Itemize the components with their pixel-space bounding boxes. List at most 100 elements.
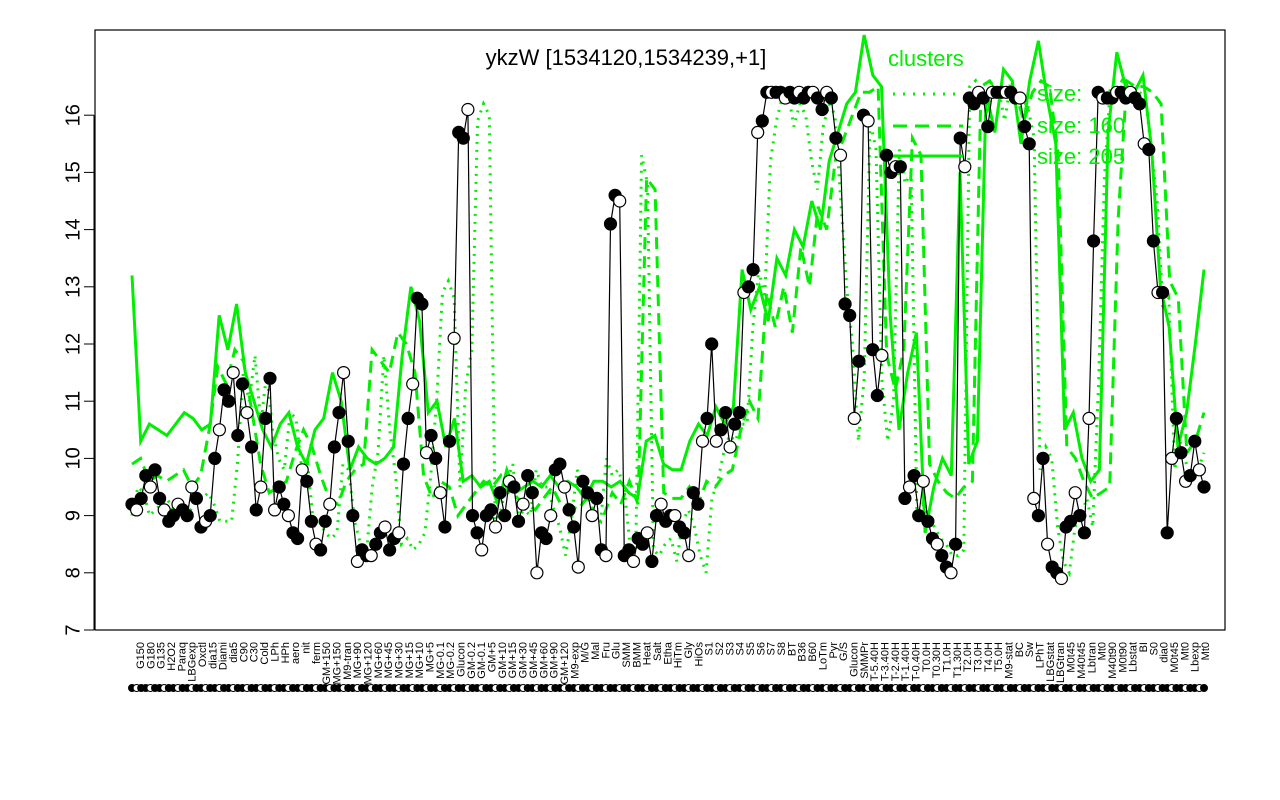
data-point (751, 125, 765, 139)
data-point (686, 486, 700, 500)
x-tick-label: Pyr (828, 642, 840, 659)
x-tick-label: S6 (755, 642, 767, 655)
data-point (153, 491, 167, 505)
data-point (930, 537, 944, 551)
x-tick-label: Gly (683, 642, 695, 659)
data-point (585, 508, 599, 523)
x-tick-label: S4 (735, 642, 747, 655)
x-tick-label: S1 (704, 642, 716, 655)
data-point (682, 548, 696, 563)
x-tick-label: GM+120 (559, 642, 571, 685)
data-point (1022, 137, 1036, 151)
data-point (1073, 508, 1087, 523)
data-point (824, 91, 838, 105)
data-point (484, 503, 498, 517)
data-point (539, 531, 553, 546)
x-tick-label: LBGtran (1055, 642, 1067, 683)
data-point (1155, 285, 1170, 300)
data-point (1174, 446, 1188, 460)
data-point (226, 366, 240, 380)
y-tick-label: 8 (62, 567, 84, 578)
data-point (300, 474, 314, 488)
y-tick-label: 10 (62, 447, 84, 469)
x-tick-label: G/S (838, 642, 850, 661)
x-tick-label: GM-0.1 (476, 642, 488, 679)
x-tick-label: MG+30 (393, 642, 405, 678)
x-tick-label: Lbstat (1128, 642, 1140, 672)
data-point (139, 469, 153, 483)
x-tick-label: M0t45 (1066, 642, 1078, 673)
data-point (281, 508, 295, 523)
x-tick-label: M/G (580, 642, 592, 663)
series-line-green-solid (130, 34, 1206, 534)
data-point (530, 566, 544, 580)
rug-marker (1200, 684, 1208, 692)
data-point (406, 377, 420, 391)
x-tick-label: S0 (1148, 642, 1160, 655)
data-point (893, 160, 907, 174)
data-point (1146, 234, 1161, 248)
x-tick-label: nit (300, 642, 312, 654)
x-tick-label: MG+10 (414, 642, 426, 678)
data-point (465, 508, 480, 523)
data-point (861, 114, 875, 128)
data-point (383, 543, 397, 557)
legend-label-solid: size: 205 (1037, 144, 1125, 169)
data-point (843, 308, 857, 322)
data-point (654, 497, 668, 511)
x-tick-label: HiTm (673, 642, 685, 668)
data-point (291, 531, 305, 546)
x-tick-label: M40t45 (1076, 642, 1088, 679)
data-point (1192, 463, 1207, 477)
x-tick-label: S5 (745, 642, 757, 655)
chart-title: ykzW [1534120,1534239,+1] (486, 45, 767, 70)
x-tick-label: T0.0H (921, 642, 933, 672)
data-point (438, 520, 452, 534)
x-tick-label: MG-0.1 (435, 642, 447, 679)
data-point (212, 423, 226, 437)
data-point (521, 469, 535, 483)
data-point (833, 148, 848, 162)
data-point (130, 503, 144, 517)
data-point (935, 548, 949, 563)
y-tick-label: 11 (62, 391, 84, 412)
x-tick-label: MG-0.2 (445, 642, 457, 679)
x-tick-label: BMM (631, 642, 643, 668)
data-point (415, 297, 429, 311)
data-point (235, 377, 249, 391)
data-point (870, 388, 884, 403)
data-point (562, 503, 576, 517)
data-point (498, 508, 512, 523)
data-point (254, 480, 268, 494)
data-point (346, 508, 360, 523)
data-point (847, 411, 861, 425)
y-tick-label: 12 (62, 333, 84, 355)
x-tick-label: MG+15 (404, 642, 416, 678)
data-point (746, 263, 760, 277)
data-point (603, 217, 618, 231)
data-point (1054, 571, 1069, 586)
legend-label-dashed: size: 160 (1037, 113, 1125, 138)
data-point (1027, 491, 1041, 505)
data-point (728, 417, 742, 431)
data-point (369, 537, 383, 551)
data-point (470, 526, 484, 540)
data-point (231, 428, 245, 443)
y-tick-label: 13 (62, 276, 84, 298)
x-tick-label: BC (1014, 642, 1026, 657)
data-point (433, 486, 447, 500)
plot-frame (94, 29, 1226, 631)
data-point (185, 480, 199, 494)
data-point (755, 114, 769, 128)
data-point (590, 491, 604, 505)
data-point (732, 406, 746, 420)
data-point (245, 440, 259, 454)
x-tick-label: T5.0H (993, 642, 1005, 672)
x-tick-label: T4.0H (983, 642, 995, 672)
x-tick-label: GM+5 (487, 642, 499, 672)
data-point (567, 520, 581, 534)
data-point (1086, 234, 1101, 248)
x-tick-label: Salt (652, 642, 664, 661)
x-tick-label: GM-0.2 (466, 642, 478, 679)
